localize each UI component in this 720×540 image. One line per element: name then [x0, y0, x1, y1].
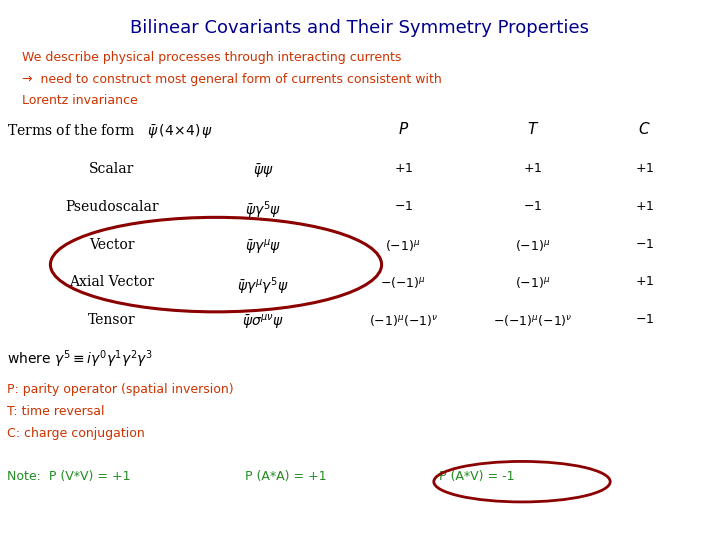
Text: $\bar{\psi}\gamma^\mu\psi$: $\bar{\psi}\gamma^\mu\psi$	[245, 238, 281, 256]
Text: $-1$: $-1$	[635, 313, 654, 326]
Text: $-1$: $-1$	[394, 200, 413, 213]
Text: P (A*V) = -1: P (A*V) = -1	[439, 470, 515, 483]
Text: where $\gamma^5 \equiv i\gamma^0\gamma^1\gamma^2\gamma^3$: where $\gamma^5 \equiv i\gamma^0\gamma^1…	[7, 348, 153, 370]
Text: Axial Vector: Axial Vector	[69, 275, 154, 289]
Text: $+1$: $+1$	[635, 200, 654, 213]
Text: $+1$: $+1$	[635, 162, 654, 175]
Text: P (A*A) = +1: P (A*A) = +1	[245, 470, 326, 483]
Text: Bilinear Covariants and Their Symmetry Properties: Bilinear Covariants and Their Symmetry P…	[130, 19, 590, 37]
Text: $P$: $P$	[397, 122, 409, 138]
Text: Tensor: Tensor	[88, 313, 135, 327]
Text: $-(-1)^\mu$: $-(-1)^\mu$	[380, 275, 426, 291]
Text: T: time reversal: T: time reversal	[7, 405, 104, 418]
Text: $\bar{\psi}\gamma^5\psi$: $\bar{\psi}\gamma^5\psi$	[245, 200, 281, 221]
Text: Vector: Vector	[89, 238, 135, 252]
Text: $-1$: $-1$	[635, 238, 654, 251]
Text: $-1$: $-1$	[523, 200, 542, 213]
Text: Pseudoscalar: Pseudoscalar	[65, 200, 158, 214]
Text: $\bar{\psi}\sigma^{\mu\nu}\psi$: $\bar{\psi}\sigma^{\mu\nu}\psi$	[242, 313, 284, 332]
Text: We describe physical processes through interacting currents: We describe physical processes through i…	[22, 51, 401, 64]
Text: Scalar: Scalar	[89, 162, 135, 176]
Text: $(-1)^\mu$: $(-1)^\mu$	[385, 238, 421, 253]
Text: $+1$: $+1$	[635, 275, 654, 288]
Text: C: charge conjugation: C: charge conjugation	[7, 427, 145, 440]
Text: $T$: $T$	[526, 122, 539, 138]
Text: $(-1)^\mu$: $(-1)^\mu$	[515, 238, 551, 253]
Text: →  need to construct most general form of currents consistent with: → need to construct most general form of…	[22, 73, 441, 86]
Text: $\bar{\psi}\psi$: $\bar{\psi}\psi$	[253, 162, 273, 180]
Text: Terms of the form   $\bar{\psi}\,(4\!\times\!4)\,\psi$: Terms of the form $\bar{\psi}\,(4\!\time…	[7, 122, 214, 139]
Text: $+1$: $+1$	[394, 162, 413, 175]
Text: $(-1)^\mu(-1)^\nu$: $(-1)^\mu(-1)^\nu$	[369, 313, 438, 328]
Text: Note:  P (V*V) = +1: Note: P (V*V) = +1	[7, 470, 131, 483]
Text: $+1$: $+1$	[523, 162, 542, 175]
Text: $C$: $C$	[638, 122, 651, 138]
Text: $(-1)^\mu$: $(-1)^\mu$	[515, 275, 551, 291]
Text: Lorentz invariance: Lorentz invariance	[22, 94, 138, 107]
Text: $-(-1)^\mu(-1)^\nu$: $-(-1)^\mu(-1)^\nu$	[493, 313, 572, 328]
Text: P: parity operator (spatial inversion): P: parity operator (spatial inversion)	[7, 383, 234, 396]
Text: $\bar{\psi}\gamma^\mu\gamma^5\psi$: $\bar{\psi}\gamma^\mu\gamma^5\psi$	[237, 275, 289, 297]
